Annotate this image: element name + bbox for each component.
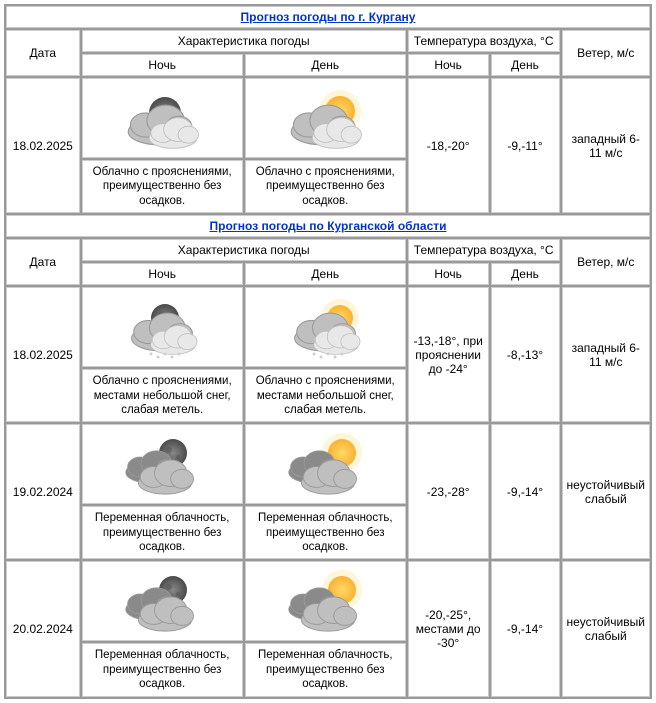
date-cell: 20.02.2024 <box>6 561 80 696</box>
night-desc: Облачно с прояснениями, местами небольшо… <box>82 369 243 422</box>
header-wind: Ветер, м/с <box>562 239 650 285</box>
night-icon <box>82 287 243 367</box>
header-date: Дата <box>6 30 80 76</box>
section-title[interactable]: Прогноз погоды по Курганской области <box>6 215 650 237</box>
header-night: Ночь <box>82 54 243 76</box>
day-icon <box>245 424 406 504</box>
header-wind: Ветер, м/с <box>562 30 650 76</box>
header-day: День <box>245 54 406 76</box>
night-desc: Облачно с прояснениями, преимущественно … <box>82 160 243 213</box>
header-temp: Температура воздуха, °C <box>408 239 560 261</box>
day-desc: Переменная облачность, преимущественно б… <box>245 643 406 696</box>
header-weather: Характеристика погоды <box>82 30 406 52</box>
header-day: День <box>245 263 406 285</box>
day-icon <box>245 78 406 158</box>
temp-night: -23,-28° <box>408 424 489 559</box>
temp-night: -18,-20° <box>408 78 489 213</box>
header-temp-night: Ночь <box>408 263 489 285</box>
wind: западный 6-11 м/с <box>562 78 650 213</box>
header-temp-day: День <box>491 54 560 76</box>
date-cell: 18.02.2025 <box>6 287 80 422</box>
date-cell: 18.02.2025 <box>6 78 80 213</box>
forecast-table: Прогноз погоды по г. Кургану Дата Характ… <box>4 4 652 699</box>
night-icon <box>82 561 243 641</box>
header-temp: Температура воздуха, °C <box>408 30 560 52</box>
night-desc: Переменная облачность, преимущественно б… <box>82 506 243 559</box>
night-icon <box>82 424 243 504</box>
temp-night: -20,-25°, местами до -30° <box>408 561 489 696</box>
temp-day: -8,-13° <box>491 287 560 422</box>
header-weather: Характеристика погоды <box>82 239 406 261</box>
night-desc: Переменная облачность, преимущественно б… <box>82 643 243 696</box>
header-temp-day: День <box>491 263 560 285</box>
night-icon <box>82 78 243 158</box>
day-icon <box>245 561 406 641</box>
wind: западный 6-11 м/с <box>562 287 650 422</box>
day-icon <box>245 287 406 367</box>
wind: неустойчивый слабый <box>562 424 650 559</box>
day-desc: Переменная облачность, преимущественно б… <box>245 506 406 559</box>
temp-day: -9,-14° <box>491 424 560 559</box>
header-night: Ночь <box>82 263 243 285</box>
date-cell: 19.02.2024 <box>6 424 80 559</box>
day-desc: Облачно с прояснениями, преимущественно … <box>245 160 406 213</box>
wind: неустойчивый слабый <box>562 561 650 696</box>
temp-night: -13,-18°, при прояснении до -24° <box>408 287 489 422</box>
day-desc: Облачно с прояснениями, местами небольшо… <box>245 369 406 422</box>
temp-day: -9,-11° <box>491 78 560 213</box>
section-title[interactable]: Прогноз погоды по г. Кургану <box>6 6 650 28</box>
temp-day: -9,-14° <box>491 561 560 696</box>
header-date: Дата <box>6 239 80 285</box>
header-temp-night: Ночь <box>408 54 489 76</box>
